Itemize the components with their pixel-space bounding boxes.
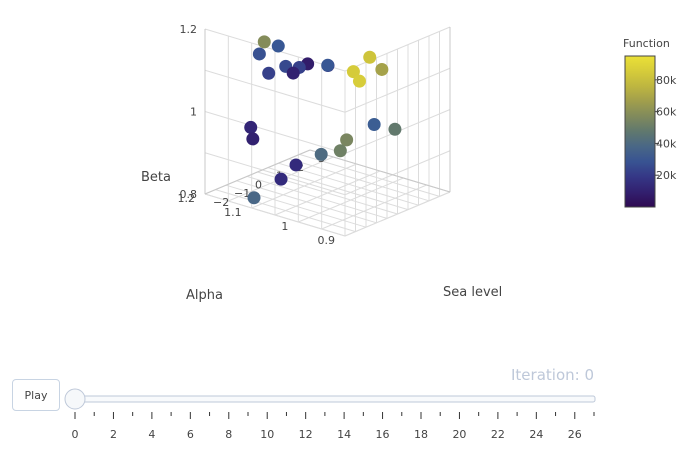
data-point[interactable] [346,65,360,79]
data-point[interactable] [314,147,328,161]
data-point[interactable] [247,191,261,205]
slider-tick-label: 8 [225,428,232,441]
z-tick-label: 1 [190,106,197,119]
play-button[interactable]: Play [12,379,60,411]
data-point[interactable] [340,133,354,147]
slider-tick-label: 18 [414,428,428,441]
y-axis-title: Alpha [186,288,223,303]
data-point[interactable] [274,172,288,186]
y-tick-label: 1.2 [178,192,196,205]
data-point[interactable] [289,158,303,172]
slider-tick-label: 22 [491,428,505,441]
data-point[interactable] [367,118,381,131]
colorbar: Function 20k 40k 60k 80k [623,37,677,208]
iteration-slider[interactable]: 0 2 4 6 8 10 12 14 16 18 20 22 24 26 [60,385,620,450]
slider-tick-label: 20 [452,428,466,441]
slider-tick-label: 12 [299,428,313,441]
slider-tick-label: 14 [337,428,351,441]
colorbar-title: Function [623,37,670,50]
data-point[interactable] [352,74,366,88]
slider-handle[interactable] [64,388,86,410]
z-axis-title: Beta [141,170,171,185]
axis-frame [204,27,451,195]
slider-tick-label: 24 [529,428,543,441]
y-tick-label: 0.9 [318,234,336,247]
slider-tick-label: 26 [568,428,582,441]
data-point[interactable] [271,39,285,53]
data-points [244,35,402,205]
y-tick-label: 1.1 [224,206,242,219]
x-tick-label: 0 [255,178,262,191]
data-point[interactable] [375,62,389,76]
x-tick-label: −2 [213,196,229,209]
axis-titles: Sea level Alpha Beta [141,170,502,303]
slider-rail[interactable] [74,395,596,403]
data-point[interactable] [333,144,347,158]
slider-tick-label: 0 [72,428,79,441]
slider-tick-label: 2 [110,428,117,441]
slider-tick-label: 10 [260,428,274,441]
x-axis-title: Sea level [443,285,502,300]
data-point[interactable] [257,35,271,49]
data-point[interactable] [262,66,276,80]
colorbar-tick-label: 80k [656,74,677,87]
data-point[interactable] [244,120,258,134]
data-point[interactable] [286,66,300,80]
data-point[interactable] [321,58,335,72]
grid-lines [204,26,451,237]
iteration-label: Iteration: 0 [511,366,594,384]
y-tick-label: 1 [281,220,288,233]
colorbar-gradient [624,55,656,208]
data-point[interactable] [246,132,260,146]
z-tick-label: 0.8 [180,188,198,201]
colorbar-tick-label: 60k [656,106,677,119]
data-point[interactable] [388,122,402,136]
data-point[interactable] [252,47,266,61]
slider-tick-label: 16 [376,428,390,441]
colorbar-tick-label: 40k [656,137,677,150]
slider-tick-label: 6 [187,428,194,441]
x-tick-label: −1 [234,187,250,200]
z-tick-label: 1.2 [180,23,198,36]
slider-tick-label: 4 [148,428,155,441]
data-point[interactable] [363,50,377,64]
colorbar-tick-label: 20k [656,169,677,182]
